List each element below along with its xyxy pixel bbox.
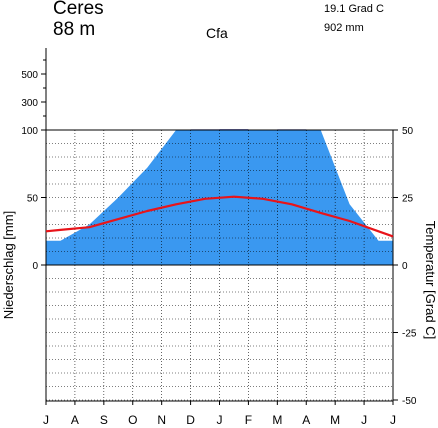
precip-tick-label: 500	[21, 70, 38, 81]
precip-tick-label: 100	[21, 126, 38, 137]
temp-tick-label: -25	[402, 329, 417, 340]
temperature-line	[45, 195, 394, 238]
y-axis-title-temperature: Temperatur [Grad C]	[423, 221, 438, 340]
precip-tick-label: 50	[27, 194, 39, 205]
month-label: J	[361, 413, 367, 427]
precip-tick-label: 0	[32, 261, 38, 272]
month-label: F	[245, 413, 252, 427]
month-label: J	[390, 413, 396, 427]
temp-tick-label: 0	[402, 261, 408, 272]
precip-tick-label: 300	[21, 98, 38, 109]
month-label: S	[100, 413, 108, 427]
climate-classification: Cfa	[206, 25, 228, 41]
mean-temperature: 19.1 Grad C	[324, 3, 384, 15]
month-label: A	[71, 413, 79, 427]
month-label: O	[128, 413, 137, 427]
annual-precipitation: 902 mm	[324, 22, 364, 34]
station-altitude: 88 m	[53, 19, 96, 40]
month-label: D	[186, 413, 195, 427]
station-name: Ceres	[53, 0, 104, 19]
temp-tick-label: -50	[402, 396, 417, 407]
month-label: J	[43, 413, 49, 427]
temp-tick-label: 25	[402, 194, 414, 205]
temp-tick-label: 50	[402, 126, 414, 137]
month-label: M	[272, 413, 282, 427]
month-label: N	[157, 413, 166, 427]
month-label: A	[302, 413, 310, 427]
month-label: M	[330, 413, 340, 427]
y-axis-title-precipitation: Niederschlag [mm]	[1, 211, 16, 319]
month-label: J	[217, 413, 223, 427]
